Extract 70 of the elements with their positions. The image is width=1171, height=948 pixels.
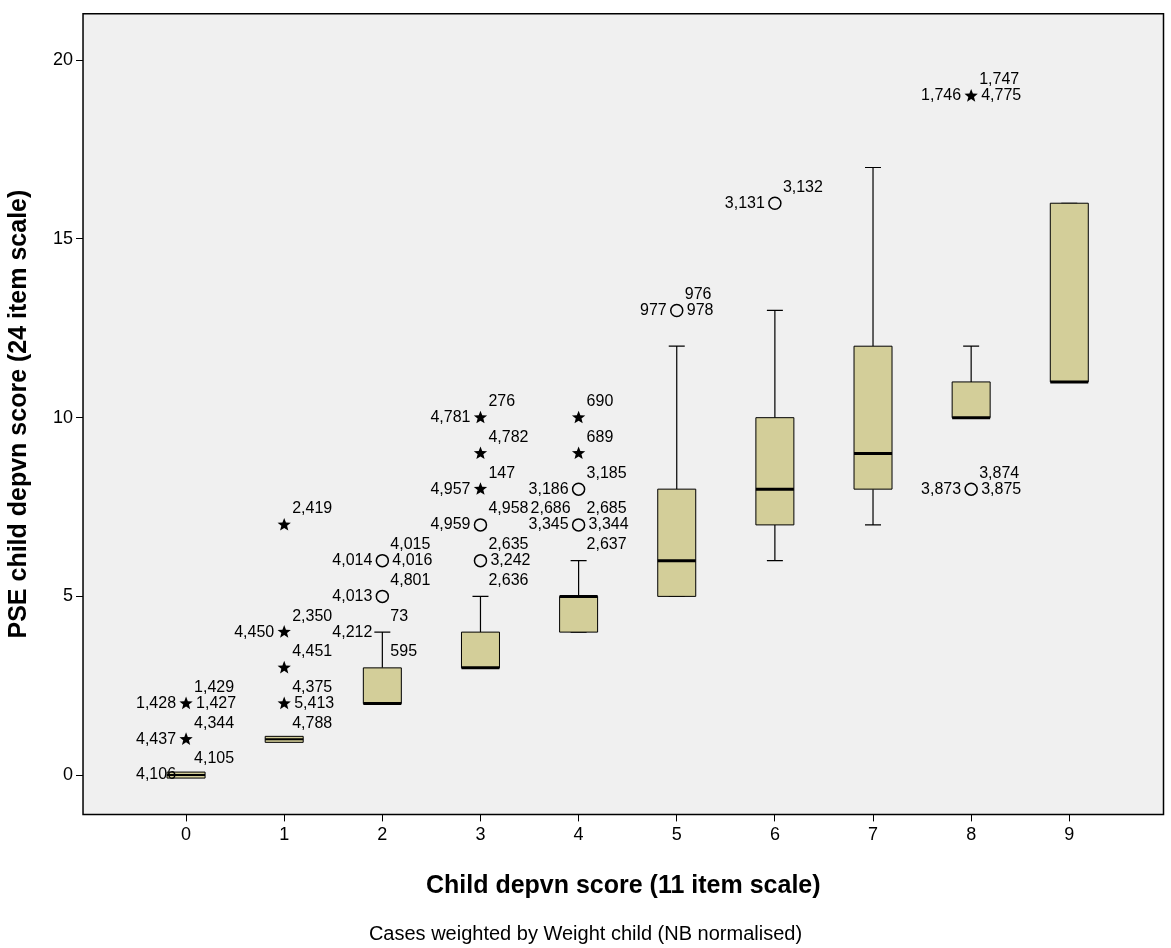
annotation: 4,013 [332, 586, 373, 604]
annotation: 4,106 [136, 765, 177, 783]
annotation: 1,429 [194, 678, 235, 696]
y-tick-label: 5 [63, 585, 74, 606]
annotation: 4,015 [390, 535, 431, 553]
x-tick-label: 9 [1064, 824, 1075, 845]
annotation: 1,747 [979, 70, 1020, 88]
annotation: 4,450 [234, 622, 275, 640]
annotation: 4,212 [332, 622, 373, 640]
x-tick-label: 6 [769, 824, 780, 845]
annotation: 4,437 [136, 729, 177, 747]
x-tick-label: 8 [966, 824, 977, 845]
x-tick-label: 7 [868, 824, 879, 845]
annotation: 977 [640, 300, 667, 318]
annotation: 4,957 [430, 479, 471, 497]
annotation: 4,958 [488, 499, 529, 517]
annotation: 4,801 [390, 570, 431, 588]
y-tick-label: 15 [52, 227, 74, 248]
y-tick-label: 10 [52, 406, 74, 427]
x-tick-label: 5 [671, 824, 682, 845]
annotation: 4,781 [430, 408, 471, 426]
annotation: 1,427 [196, 694, 237, 712]
annotation: 73 [390, 606, 409, 624]
annotation: 595 [390, 642, 418, 660]
annotation: 4,959 [430, 515, 471, 533]
annotation: 690 [586, 392, 614, 410]
text: Cases weighted by Weight child (NB normalised) [367, 922, 804, 945]
annotation: 4,375 [292, 678, 333, 696]
annotation: 3,186 [528, 479, 569, 497]
annotation: 978 [686, 300, 714, 318]
annotation: 2,636 [488, 570, 529, 588]
annotation: 147 [488, 463, 516, 481]
x-tick-label: 2 [377, 824, 388, 845]
y-tick-label: 20 [52, 49, 74, 70]
annotation: 2,419 [292, 499, 333, 517]
annotation: 3,345 [528, 515, 569, 533]
x-tick-label: 3 [475, 824, 486, 845]
annotation: 4,344 [194, 713, 235, 731]
annotation: 4,105 [194, 749, 235, 767]
annotation: 1,746 [921, 86, 962, 104]
annotation: 4,451 [292, 642, 333, 660]
y-axis-title: PSE child depvn score (24 item scale) [2, 189, 31, 639]
x-tick-label: 0 [181, 824, 192, 845]
annotation: 5,413 [294, 694, 335, 712]
annotation: 2,350 [292, 606, 333, 624]
annotation: 2,637 [586, 535, 627, 553]
annotation: 3,873 [921, 479, 962, 497]
x-tick-label: 4 [573, 824, 584, 845]
annotation: 3,131 [724, 193, 765, 211]
annotation: 976 [684, 284, 712, 302]
annotation: 3,874 [979, 463, 1020, 481]
annotation: 4,775 [981, 86, 1022, 104]
annotation: 3,875 [981, 479, 1022, 497]
annotation: 2,635 [488, 535, 529, 553]
annotation: 1,428 [136, 694, 177, 712]
annotation: 4,782 [488, 427, 529, 445]
y-tick-label: 0 [63, 764, 74, 785]
annotation: 689 [586, 427, 614, 445]
annotation: 3,132 [782, 177, 824, 195]
x-tick-label: 1 [279, 824, 290, 845]
annotation: 2,685 [586, 499, 627, 517]
annotation: 4,016 [392, 551, 433, 569]
annotation: 2,686 [530, 499, 571, 517]
x-axis-title: Child depvn score (11 item scale) [425, 869, 821, 898]
annotation: 3,242 [490, 551, 531, 569]
annotation: 276 [488, 392, 516, 410]
annotation: 4,014 [332, 551, 373, 569]
annotation: 4,788 [292, 713, 333, 731]
annotation: 3,185 [586, 463, 627, 481]
annotation: 3,344 [588, 515, 629, 533]
